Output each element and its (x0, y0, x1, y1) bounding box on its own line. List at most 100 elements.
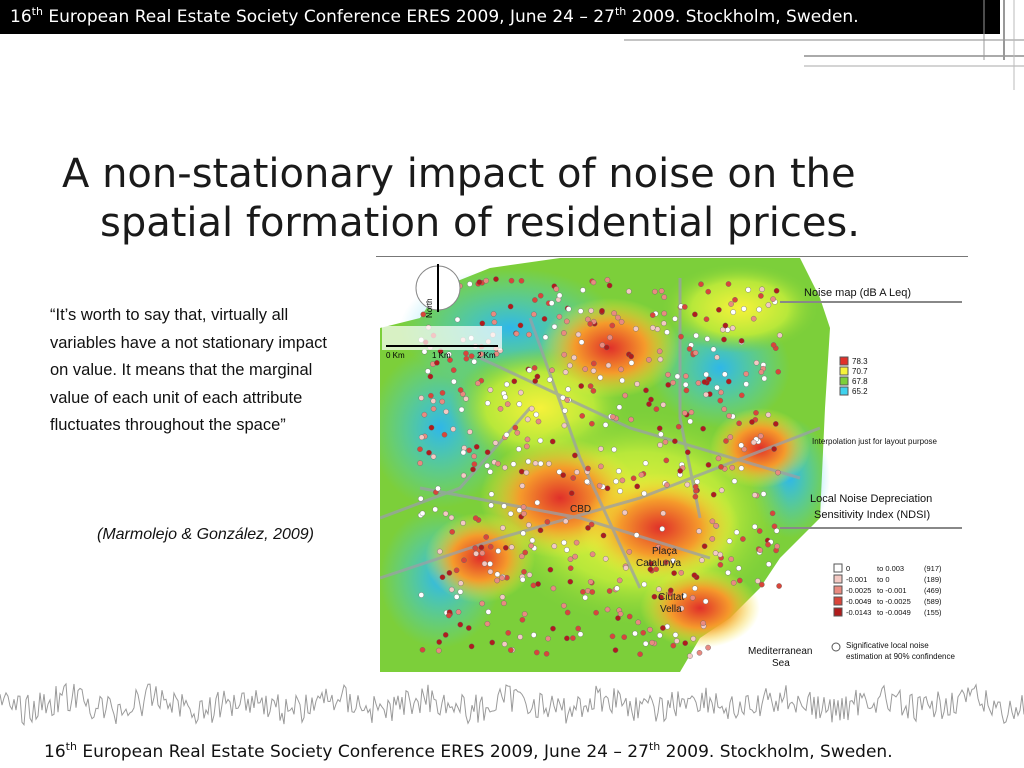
ndsi-point (484, 462, 490, 469)
ndsi-point (720, 326, 726, 333)
ndsi-point (541, 316, 548, 322)
ndsi-point (590, 360, 597, 367)
ndsi-point (436, 647, 442, 654)
ndsi-point (681, 410, 688, 416)
ndsi-point (730, 309, 737, 315)
ndsi-point (705, 288, 712, 295)
ndsi-point (580, 589, 586, 595)
ndsi-to: to -0.0025 (877, 597, 911, 606)
ndsi-point (489, 639, 495, 646)
ndsi-point (662, 439, 669, 445)
ndsi-point (648, 560, 654, 567)
ndsi-point (532, 297, 538, 303)
ndsi-point (713, 522, 719, 529)
ndsi-point (434, 360, 440, 366)
ndsi-point (488, 502, 494, 509)
ndsi-point (455, 609, 462, 615)
ndsi-point (504, 401, 511, 407)
ndsi-point (513, 330, 520, 337)
ndsi-point (427, 373, 434, 380)
ndsi-point (655, 544, 662, 550)
ndsi-point (562, 518, 569, 525)
ndsi-point (492, 440, 499, 446)
noise-legend-value: 78.3 (852, 357, 868, 366)
ndsi-point (604, 606, 611, 613)
title-divider (376, 256, 968, 257)
ndsi-point (521, 510, 527, 517)
ndsi-point (570, 475, 576, 481)
ndsi-point (589, 589, 596, 595)
ndsi-point (551, 323, 558, 330)
footer-text-part2: 2009. Stockholm, Sweden. (660, 742, 893, 762)
ndsi-point (578, 383, 584, 389)
ndsi-point (651, 593, 658, 600)
ndsi-point (461, 557, 467, 564)
ndsi-point (419, 510, 426, 517)
ndsi-point (626, 613, 633, 620)
ndsi-point (487, 568, 494, 575)
ndsi-point (435, 485, 441, 492)
ndsi-point (432, 506, 439, 513)
ndsi-point (725, 378, 732, 385)
ndsi-point (428, 424, 435, 431)
ndsi-point (448, 586, 455, 593)
noise-map-title: Noise map (dB A Leq) (804, 287, 911, 299)
ndsi-point (693, 332, 699, 339)
ndsi-point (582, 366, 588, 372)
ndsi-point (546, 460, 552, 467)
ndsi-point (572, 452, 578, 459)
ndsi-point (717, 397, 724, 404)
ndsi-point (430, 398, 437, 404)
ndsi-point (647, 626, 653, 633)
ndsi-point (628, 416, 634, 423)
ndsi-point (740, 536, 746, 542)
ndsi-point (533, 411, 539, 418)
ndsi-point (725, 569, 731, 576)
ndsi-point (646, 401, 652, 407)
ndsi-point (550, 625, 556, 632)
ndsi-point (599, 308, 605, 314)
ndsi-point (473, 443, 480, 450)
footer-text-part1: European Real Estate Society Conference … (76, 742, 649, 762)
ndsi-count: (189) (924, 575, 942, 584)
place-labels: CBD Plaça Catalunya Ciutat Vella (570, 504, 684, 615)
ndsi-point (508, 277, 515, 284)
quote-text: “It’s worth to say that, virtually all v… (50, 306, 327, 434)
ndsi-legend: 0 to 0.003 (917) -0.001 to 0 (189) -0.0025 to -… (833, 563, 942, 617)
ndsi-point (530, 632, 537, 638)
ndsi-point (632, 630, 638, 637)
ndsi-point (609, 413, 616, 420)
ndsi-point (599, 342, 606, 348)
ndsi-point (495, 460, 501, 467)
ndsi-point (490, 311, 497, 317)
ndsi-point (678, 333, 684, 340)
ndsi-point (542, 334, 549, 341)
ndsi-point (771, 446, 777, 452)
ndsi-point (602, 555, 609, 562)
ndsi-point (519, 553, 525, 560)
ndsi-point (606, 282, 613, 289)
scale-label-0: 0 Km (386, 351, 405, 360)
ndsi-point (628, 353, 634, 360)
ndsi-point (585, 525, 591, 531)
ndsi-point (671, 570, 677, 576)
ndsi-point (556, 469, 563, 475)
ndsi-point (635, 619, 642, 626)
ndsi-point (598, 463, 604, 470)
ndsi-point (585, 316, 591, 323)
ndsi-point (487, 561, 493, 567)
noise-legend-value: 65.2 (852, 387, 868, 396)
ndsi-point (617, 488, 623, 494)
ndsi-from: -0.001 (846, 575, 867, 584)
ndsi-point (692, 311, 698, 318)
interpolation-note: Interpolation just for layout purpose (812, 437, 938, 446)
ndsi-point (553, 286, 560, 292)
ndsi-point (614, 585, 620, 592)
ndsi-point (559, 394, 566, 401)
ndsi-point (609, 322, 616, 329)
label-placa-1: Plaça (652, 546, 677, 557)
north-label: North (425, 298, 434, 318)
ndsi-point (672, 438, 678, 444)
ndsi-point (649, 312, 656, 318)
ndsi-point (656, 632, 663, 639)
